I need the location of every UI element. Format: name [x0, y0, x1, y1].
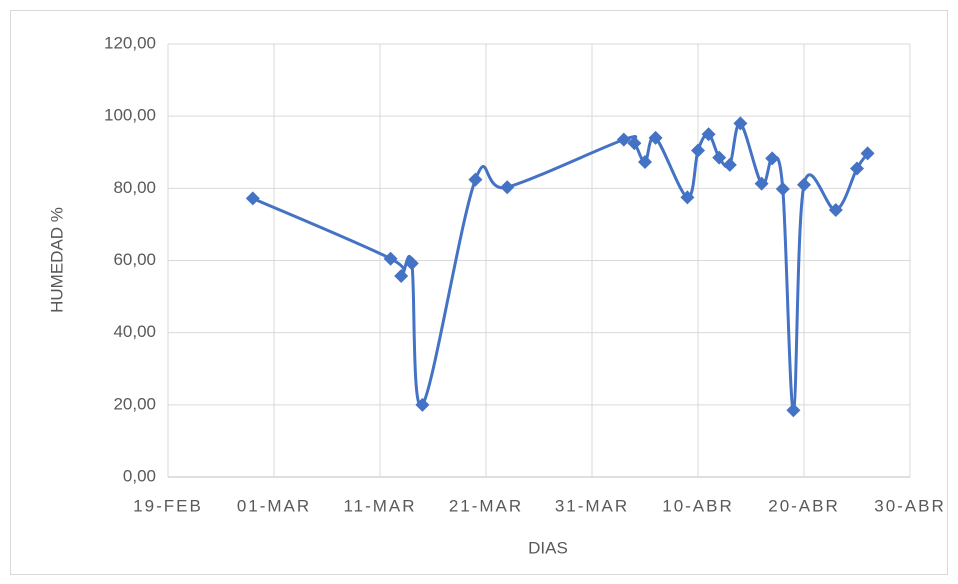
- data-point: [627, 136, 642, 151]
- data-point: [786, 403, 801, 418]
- data-point: [638, 154, 652, 169]
- x-tick-label: 11-MAR: [343, 496, 416, 515]
- data-point: [680, 190, 695, 205]
- x-tick-label: 30-ABR: [874, 496, 946, 515]
- chart-frame: [10, 10, 948, 575]
- data-point: [415, 397, 430, 412]
- data-point: [754, 176, 769, 191]
- y-axis-title: HUMEDAD %: [47, 207, 66, 313]
- data-point: [712, 150, 727, 165]
- data-point: [616, 132, 631, 147]
- data-point: [850, 161, 864, 176]
- data-point: [383, 251, 398, 266]
- data-point: [404, 256, 419, 271]
- x-axis-title: DIAS: [528, 538, 568, 557]
- data-point: [860, 146, 875, 161]
- y-tick-label: 0,00: [123, 466, 156, 485]
- data-point: [394, 269, 409, 284]
- x-tick-label: 21-MAR: [449, 496, 523, 515]
- data-point: [722, 157, 737, 172]
- x-tick-label: 10-ABR: [662, 496, 734, 515]
- data-line: [252, 121, 869, 412]
- data-point: [468, 172, 483, 187]
- x-tick-label: 19-FEB: [133, 496, 203, 515]
- data-point: [828, 202, 843, 217]
- data-point: [797, 177, 811, 192]
- data-point: [500, 180, 515, 195]
- x-tick-label: 31-MAR: [555, 496, 629, 515]
- data-point: [245, 191, 260, 206]
- data-point: [775, 182, 790, 197]
- data-point: [691, 143, 705, 158]
- y-tick-label: 120,00: [104, 33, 156, 52]
- x-tick-label: 01-MAR: [237, 496, 311, 515]
- data-point: [733, 116, 748, 131]
- data-point: [765, 151, 780, 166]
- y-tick-label: 80,00: [113, 178, 156, 197]
- y-tick-label: 60,00: [113, 250, 156, 269]
- y-tick-label: 100,00: [104, 106, 156, 125]
- data-point: [648, 130, 663, 145]
- data-point: [701, 127, 716, 142]
- x-tick-label: 20-ABR: [768, 496, 840, 515]
- y-tick-label: 20,00: [113, 394, 156, 413]
- y-tick-label: 40,00: [113, 322, 156, 341]
